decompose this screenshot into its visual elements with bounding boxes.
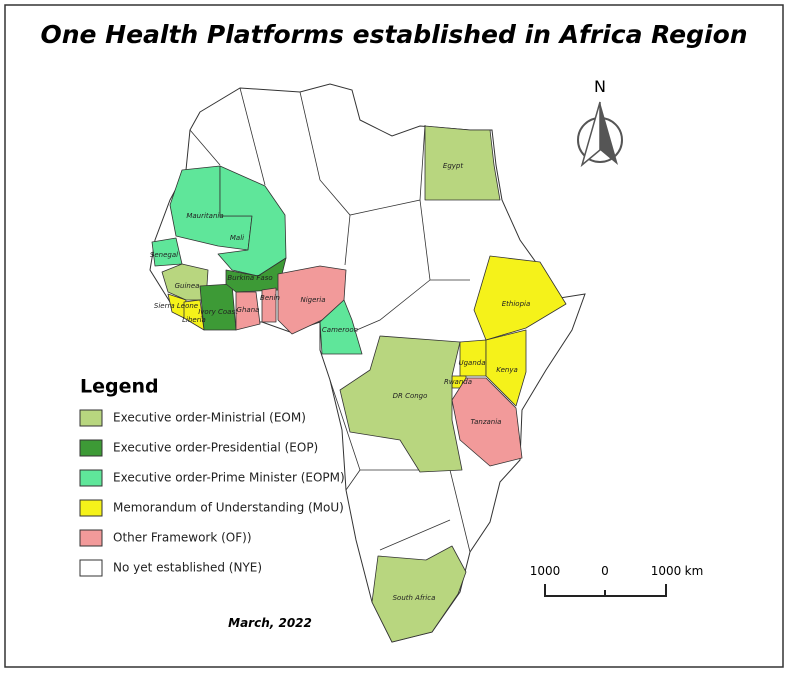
legend-swatch <box>79 469 103 487</box>
country-label: Ethiopia <box>502 300 531 308</box>
legend-swatch <box>79 559 103 577</box>
country <box>319 299 363 355</box>
country <box>235 291 261 331</box>
borders <box>189 87 471 553</box>
country <box>451 377 523 467</box>
scale-unit: km <box>685 564 704 578</box>
country-label: Nigeria <box>300 296 325 304</box>
country <box>339 335 463 473</box>
country <box>459 339 487 377</box>
country <box>424 125 501 201</box>
legend-label: Executive order-Presidential (EOP) <box>113 441 318 455</box>
legend-label: Executive order-Prime Minister (EOPM) <box>113 471 345 485</box>
legend-label: Memorandum of Understanding (MoU) <box>113 501 344 515</box>
country-label: Cameroon <box>322 326 358 334</box>
country-label: Egypt <box>443 162 463 170</box>
scale-label: 1000 <box>651 564 682 578</box>
scale-bar: 1000 0 1000 km <box>530 564 704 597</box>
country-label: Mauritania <box>186 212 223 220</box>
map-title: One Health Platforms established in Afri… <box>40 20 747 49</box>
legend-swatch <box>79 439 103 457</box>
legend-swatch <box>79 499 103 517</box>
country <box>473 255 567 341</box>
country <box>217 165 287 277</box>
country-label: Senegal <box>150 251 178 259</box>
scale-label: 0 <box>601 564 609 578</box>
country-label: Rwanda <box>444 378 472 386</box>
legend-label: Executive order-Ministrial (EOM) <box>113 411 306 425</box>
date: March, 2022 <box>228 616 312 630</box>
country-label: South Africa <box>393 594 436 602</box>
country-label: Burkina Faso <box>227 274 272 282</box>
country-label: Mali <box>230 234 244 242</box>
scale-label: 1000 <box>530 564 561 578</box>
country-label: Guinea <box>175 282 200 290</box>
north-label: N <box>594 77 606 96</box>
country-label: Uganda <box>458 359 485 367</box>
legend-label: Other Framework (OF)) <box>113 531 252 545</box>
north-arrow: N <box>577 77 623 168</box>
legend-title: Legend <box>80 376 159 398</box>
country-label: Liberia <box>182 316 206 324</box>
country-label: Kenya <box>496 366 518 374</box>
country-label: Benin <box>260 294 280 302</box>
country-label: Ghana <box>237 306 260 314</box>
country <box>261 287 277 323</box>
country-label: Tanzania <box>471 418 502 426</box>
legend-swatch <box>79 529 103 547</box>
country <box>371 545 467 643</box>
legend-label: No yet established (NYE) <box>113 561 262 575</box>
country-label: Sierra Leone <box>154 302 198 310</box>
legend-swatch <box>79 409 103 427</box>
country-label: Ivory Coast <box>198 308 238 316</box>
country-label: DR Congo <box>393 392 428 400</box>
country <box>485 329 527 407</box>
